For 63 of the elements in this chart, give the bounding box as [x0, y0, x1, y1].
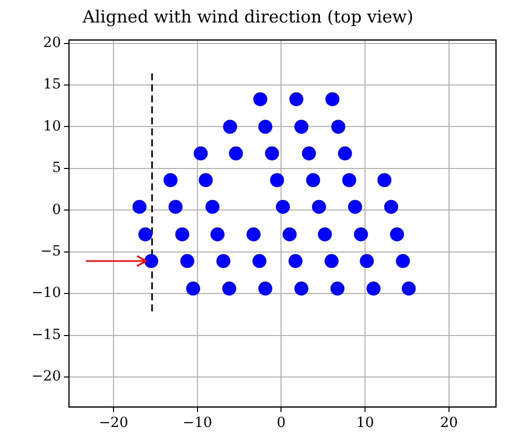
point [216, 254, 230, 268]
point [175, 227, 190, 242]
x-tick-label: 20 [440, 415, 458, 432]
point [360, 254, 374, 268]
point [312, 200, 326, 214]
point [270, 173, 284, 188]
point [377, 173, 392, 188]
point [338, 146, 352, 160]
point [342, 173, 356, 188]
point [194, 146, 208, 160]
y-tick-label: −20 [31, 368, 61, 385]
point [282, 227, 297, 242]
point [246, 227, 261, 242]
point [318, 227, 332, 242]
point [265, 146, 280, 160]
point [144, 254, 158, 268]
chart-title: Aligned with wind direction (top view) [82, 8, 414, 28]
point [222, 282, 236, 296]
point [252, 254, 266, 268]
x-tick-label: −20 [98, 415, 128, 432]
point [180, 254, 194, 268]
y-tick-label: 20 [43, 34, 61, 51]
point [210, 227, 224, 242]
x-tick-label: −10 [182, 415, 212, 432]
point [276, 200, 290, 214]
x-tick-label: 10 [356, 415, 374, 432]
point [164, 173, 178, 188]
point [132, 200, 146, 214]
point [294, 282, 308, 296]
point [138, 227, 152, 242]
point [384, 200, 398, 214]
point [348, 200, 362, 214]
point [289, 92, 304, 106]
y-tick-label: −10 [31, 285, 61, 302]
point [302, 146, 316, 160]
point [253, 92, 268, 106]
point [168, 200, 183, 214]
point [390, 227, 404, 242]
point [294, 120, 308, 134]
point [288, 254, 303, 268]
point [324, 254, 339, 268]
point [223, 120, 238, 134]
point [205, 200, 220, 214]
point [330, 282, 344, 296]
point [331, 120, 346, 134]
point [186, 282, 200, 296]
point [366, 282, 381, 296]
point [306, 173, 320, 188]
point [354, 227, 368, 242]
y-tick-label: −15 [31, 326, 61, 343]
y-tick-label: 5 [52, 160, 61, 176]
y-tick-label: 0 [52, 202, 61, 218]
y-tick-label: −5 [40, 244, 61, 260]
y-tick-label: 15 [43, 76, 61, 93]
point [325, 92, 340, 106]
y-tick-label: 10 [43, 118, 61, 134]
point [258, 120, 272, 134]
x-tick-label: 0 [276, 415, 286, 432]
point [258, 282, 272, 296]
point [396, 254, 410, 268]
point [198, 173, 213, 188]
point [402, 282, 416, 296]
point [228, 146, 243, 160]
